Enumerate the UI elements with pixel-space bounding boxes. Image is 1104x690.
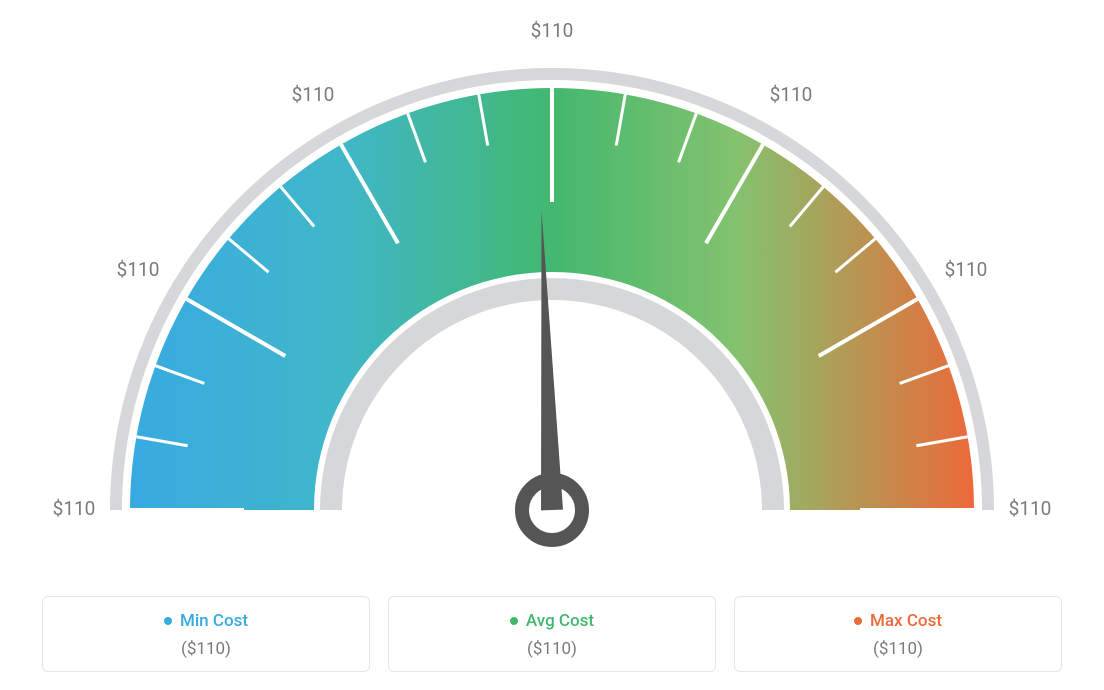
legend-card-min: Min Cost ($110) <box>42 596 370 672</box>
gauge-tick-label: $110 <box>531 19 574 42</box>
legend-card-max: Max Cost ($110) <box>734 596 1062 672</box>
gauge-tick-label: $110 <box>117 258 160 281</box>
legend-value-min: ($110) <box>53 639 359 659</box>
gauge-tick-label: $110 <box>53 497 96 520</box>
legend-title-row: Avg Cost <box>399 611 705 631</box>
gauge-tick-label: $110 <box>945 258 988 281</box>
legend-title-max: Max Cost <box>870 611 942 631</box>
gauge-tick-label: $110 <box>292 83 335 106</box>
chart-wrapper: $110 $110 $110 $110 $110 $110 $110 Min Cost ($… <box>0 0 1104 690</box>
legend-title-row: Max Cost <box>745 611 1051 631</box>
legend-dot-avg <box>510 617 518 625</box>
legend-value-avg: ($110) <box>399 639 705 659</box>
legend-row: Min Cost ($110) Avg Cost ($110) Max Cost… <box>42 596 1062 672</box>
gauge-container: $110 $110 $110 $110 $110 $110 $110 <box>52 10 1052 570</box>
legend-dot-max <box>854 617 862 625</box>
legend-title-min: Min Cost <box>180 611 248 631</box>
legend-value-max: ($110) <box>745 639 1051 659</box>
legend-dot-min <box>164 617 172 625</box>
gauge-tick-label: $110 <box>1009 497 1052 520</box>
legend-title-row: Min Cost <box>53 611 359 631</box>
legend-title-avg: Avg Cost <box>526 611 594 631</box>
legend-card-avg: Avg Cost ($110) <box>388 596 716 672</box>
gauge-svg: $110 $110 $110 $110 $110 $110 $110 <box>52 10 1052 570</box>
gauge-tick-label: $110 <box>770 83 813 106</box>
